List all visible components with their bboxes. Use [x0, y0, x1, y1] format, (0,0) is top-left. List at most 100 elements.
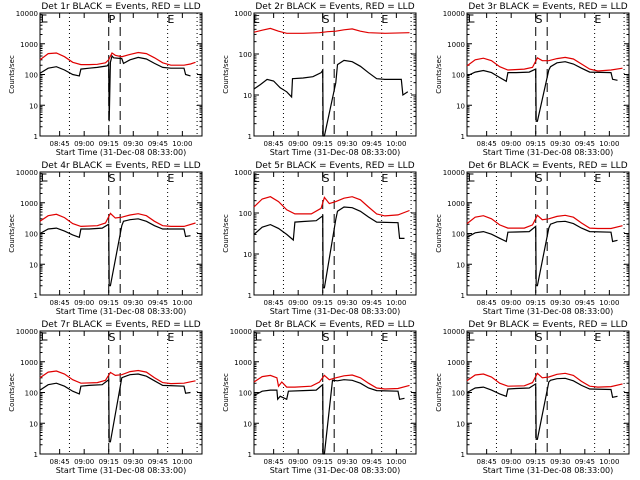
event-marker-bracket	[468, 332, 475, 341]
series-lld-line	[466, 214, 623, 230]
y-tick-label: 1000	[447, 200, 465, 208]
x-tick-label: 08:45	[477, 299, 497, 307]
y-axis-label: Counts/sec	[8, 214, 16, 253]
series-events-line	[466, 377, 618, 440]
event-marker-label: S	[536, 331, 543, 344]
x-tick-label: 09:15	[313, 458, 333, 466]
y-tick-label: 10	[29, 102, 38, 110]
y-tick-label: 10000	[443, 10, 465, 18]
x-tick-label: 08:45	[264, 458, 284, 466]
y-tick-label: 10	[29, 261, 38, 269]
x-tick-label: 09:15	[313, 140, 333, 148]
x-axis-label: Start Time (31-Dec-08 08:33:00)	[56, 307, 187, 316]
event-marker-bracket	[468, 173, 475, 182]
x-tick-label: 09:30	[123, 299, 143, 307]
x-axis-label: Start Time (31-Dec-08 08:33:00)	[270, 466, 401, 475]
event-marker-label: E	[167, 331, 174, 344]
event-marker-label: S	[323, 13, 330, 26]
y-tick-label: 1000	[20, 41, 38, 49]
x-tick-label: 09:30	[123, 458, 143, 466]
series-lld-line	[39, 51, 196, 66]
x-tick-label: 09:00	[501, 140, 521, 148]
y-tick-label: 10000	[230, 328, 252, 336]
y-tick-label: 1	[248, 133, 252, 141]
event-marker-label: E	[253, 172, 260, 185]
y-tick-label: 1	[461, 292, 465, 300]
y-axis-label: Counts/sec	[222, 214, 230, 253]
event-marker-label: S	[536, 13, 543, 26]
x-tick-label: 09:30	[550, 458, 570, 466]
event-marker-bracket	[41, 173, 48, 182]
x-tick-label: 10:00	[172, 299, 192, 307]
y-tick-label: 1	[248, 292, 252, 300]
x-axis-label: Start Time (31-Dec-08 08:33:00)	[270, 307, 401, 316]
y-tick-label: 10000	[443, 169, 465, 177]
x-tick-label: 08:45	[477, 140, 497, 148]
y-axis-label: Counts/sec	[435, 373, 443, 412]
series-lld-line	[253, 27, 410, 34]
x-tick-label: 09:30	[550, 140, 570, 148]
x-tick-label: 09:00	[288, 140, 308, 148]
event-marker-label: E	[381, 13, 388, 26]
event-marker-label: E	[167, 172, 174, 185]
series-events-line	[466, 220, 618, 287]
y-axis-label: Counts/sec	[222, 373, 230, 412]
event-marker-label: S	[109, 331, 116, 344]
x-tick-label: 09:00	[74, 140, 94, 148]
x-axis-label: Start Time (31-Dec-08 08:33:00)	[270, 148, 401, 157]
y-tick-label: 10	[243, 420, 252, 428]
series-events-line	[39, 218, 191, 287]
series-events-line	[253, 59, 409, 137]
event-marker-label: E	[381, 331, 388, 344]
y-tick-label: 10	[243, 92, 252, 100]
panel-title: Det 8r BLACK = Events, RED = LLD	[255, 320, 414, 330]
x-tick-label: 08:45	[264, 140, 284, 148]
x-tick-label: 08:45	[50, 140, 70, 148]
panel-title: Det 1r BLACK = Events, RED = LLD	[41, 2, 200, 12]
x-tick-label: 09:45	[575, 458, 595, 466]
y-tick-label: 10000	[16, 169, 38, 177]
x-tick-label: 09:45	[575, 140, 595, 148]
panel-title: Det 2r BLACK = Events, RED = LLD	[255, 2, 414, 12]
y-tick-label: 1000	[234, 10, 252, 18]
x-tick-label: 09:00	[288, 299, 308, 307]
panel-det-6: Det 6r BLACK = Events, RED = LLD 1 10 100 10…	[435, 161, 630, 316]
y-tick-label: 10	[456, 261, 465, 269]
y-tick-label: 10	[456, 420, 465, 428]
series-events-line	[253, 379, 405, 455]
series-events-line	[253, 206, 405, 289]
panel-det-9: Det 9r BLACK = Events, RED = LLD 1 10 100 10…	[435, 320, 630, 475]
y-tick-label: 1000	[20, 200, 38, 208]
y-tick-label: 1	[248, 451, 252, 459]
series-lld-line	[39, 369, 196, 385]
plot-frame	[253, 330, 417, 455]
x-axis-label: Start Time (31-Dec-08 08:33:00)	[483, 466, 614, 475]
plot-frame	[466, 330, 630, 455]
x-tick-label: 09:45	[362, 140, 382, 148]
series-lld-line	[466, 372, 623, 388]
y-tick-label: 10	[243, 251, 252, 259]
event-marker-bracket	[255, 332, 262, 341]
event-marker-label: E	[167, 13, 174, 26]
y-tick-label: 10	[29, 420, 38, 428]
x-tick-label: 09:30	[550, 299, 570, 307]
event-marker-bracket	[468, 14, 475, 23]
event-marker-bracket	[41, 14, 48, 23]
series-events-line	[39, 54, 191, 122]
x-axis-label: Start Time (31-Dec-08 08:33:00)	[483, 307, 614, 316]
event-marker-label: S	[109, 172, 116, 185]
y-tick-label: 1000	[20, 359, 38, 367]
event-marker-bracket	[41, 332, 48, 341]
x-tick-label: 09:15	[526, 458, 546, 466]
y-tick-label: 1	[34, 451, 38, 459]
event-marker-label: E	[594, 13, 601, 26]
y-tick-label: 100	[239, 51, 252, 59]
x-tick-label: 10:00	[386, 458, 406, 466]
x-axis-label: Start Time (31-Dec-08 08:33:00)	[56, 148, 187, 157]
plot-frame	[39, 330, 203, 455]
y-tick-label: 10000	[16, 328, 38, 336]
y-tick-label: 100	[452, 390, 465, 398]
y-tick-label: 1000	[234, 169, 252, 177]
panel-det-3: Det 3r BLACK = Events, RED = LLD 1 10 100 10…	[435, 2, 630, 157]
y-tick-label: 100	[25, 390, 38, 398]
